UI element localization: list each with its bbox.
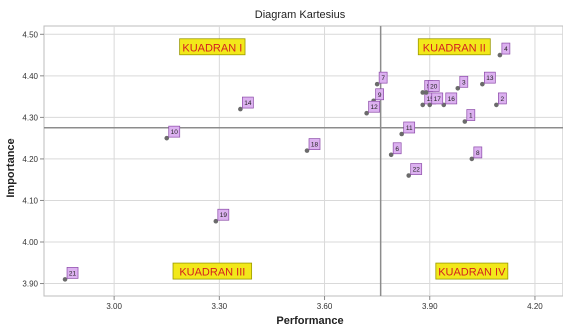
point-label-box	[392, 142, 402, 155]
point-label-box	[459, 75, 469, 88]
y-tick-label: 4.20	[22, 155, 38, 164]
point-label: 17	[434, 96, 442, 103]
point-label-box	[498, 92, 507, 105]
point-label-box	[445, 92, 458, 105]
point-label-box	[473, 146, 483, 159]
point-label-box	[501, 42, 511, 55]
data-point	[388, 152, 394, 158]
data-point	[455, 86, 461, 91]
point-label: 7	[381, 75, 385, 82]
point-label: 13	[486, 75, 494, 82]
point-label: 16	[448, 96, 456, 103]
data-point	[462, 119, 468, 124]
point-label: 18	[311, 142, 319, 149]
point-label-box	[427, 80, 440, 92]
quadrant-label-box	[172, 262, 253, 280]
data-point	[304, 148, 310, 153]
data-point	[164, 135, 170, 141]
y-axis-label: Importance	[5, 138, 17, 197]
point-label: 12	[371, 104, 379, 111]
x-tick-label: 3.90	[422, 302, 438, 311]
quadrant-label: KUADRAN II	[423, 42, 486, 54]
x-tick-label: 3.30	[212, 302, 228, 311]
x-tick-label: 4.20	[527, 302, 543, 311]
y-tick-label: 4.10	[22, 196, 38, 205]
data-point	[423, 90, 429, 95]
point-label: 1	[469, 113, 473, 120]
data-point	[427, 102, 433, 108]
point-label-box	[368, 100, 380, 113]
point-label: 6	[395, 146, 399, 153]
y-tick-label: 4.40	[22, 72, 38, 81]
point-label: 22	[413, 167, 421, 174]
point-label: 2	[501, 96, 505, 103]
quadrant-label: KUADRAN I	[182, 42, 242, 54]
data-point	[62, 277, 68, 282]
point-label-box	[217, 208, 230, 221]
point-label-box	[168, 125, 181, 138]
data-point	[469, 156, 475, 162]
quadrant-label-box	[417, 38, 491, 56]
data-point	[497, 52, 503, 58]
y-tick-label: 4.00	[22, 238, 38, 247]
point-label: 14	[244, 100, 252, 107]
data-point	[406, 173, 412, 178]
quadrant-label: KUADRAN IV	[438, 267, 506, 279]
quadrant-label-box	[179, 38, 246, 56]
point-label-box	[66, 267, 79, 279]
chart-title: Diagram Kartesius	[255, 9, 346, 21]
plot-area	[43, 25, 563, 297]
point-label: 3	[462, 79, 466, 86]
x-tick-label: 3.60	[317, 302, 333, 311]
data-point	[480, 81, 485, 87]
x-tick-label: 3.00	[106, 302, 122, 311]
point-label-box	[410, 163, 423, 175]
point-label: 4	[504, 46, 508, 53]
y-tick-label: 4.30	[22, 113, 38, 122]
point-label-box	[378, 71, 388, 84]
data-point	[420, 102, 426, 108]
x-axis-label: Performance	[276, 315, 343, 327]
point-label-box	[375, 88, 384, 101]
y-tick-label: 3.90	[22, 280, 38, 289]
point-label: 8	[476, 150, 480, 157]
quadrant-label: KUADRAN III	[179, 267, 245, 279]
point-label-box	[466, 109, 476, 121]
data-point	[238, 106, 243, 112]
point-label-box	[308, 138, 321, 150]
point-label: 9	[378, 92, 382, 99]
data-point	[420, 90, 426, 95]
point-label: 10	[171, 129, 179, 136]
y-tick-label: 4.50	[22, 30, 38, 39]
data-point	[399, 131, 404, 137]
point-label-box	[483, 71, 496, 84]
quadrant-label-box	[435, 262, 509, 280]
point-label: 15	[427, 96, 435, 103]
point-label-box	[403, 121, 416, 134]
data-point	[374, 81, 380, 87]
point-label: 11	[406, 125, 413, 132]
point-label: 21	[69, 270, 77, 277]
data-point	[494, 102, 499, 108]
point-label-box	[431, 92, 444, 105]
point-label-box	[242, 96, 254, 109]
data-point	[364, 110, 369, 116]
point-label: 20	[430, 83, 438, 90]
point-label: 19	[220, 212, 228, 219]
data-point	[213, 218, 219, 224]
